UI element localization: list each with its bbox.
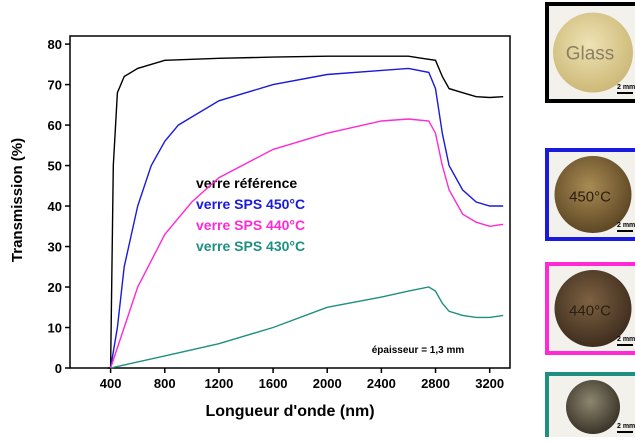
annotation: épaisseur = 1,3 mm — [372, 345, 465, 356]
legend-entry: verre SPS 440°C — [196, 217, 305, 233]
photo-label: 440°C — [569, 303, 611, 320]
photo-scale: 2 mm — [617, 222, 635, 229]
photo-sample — [554, 270, 632, 347]
photo-scale: 2 mm — [617, 423, 635, 430]
y-axis-title: Transmission (%) — [9, 138, 26, 262]
photo-label: 450°C — [569, 189, 611, 206]
y-tick-label: 0 — [55, 361, 62, 376]
x-tick-label: 1200 — [204, 376, 233, 391]
series-line — [110, 286, 504, 369]
photo-scale: 2 mm — [617, 84, 635, 91]
y-tick-label: 10 — [48, 321, 62, 336]
x-tick-label: 2800 — [421, 376, 450, 391]
y-tick-label: 40 — [48, 199, 62, 214]
photo-label: Glass — [566, 44, 615, 65]
x-axis-title: Longueur d'onde (nm) — [205, 403, 374, 420]
series-line — [109, 67, 504, 369]
y-tick-label: 70 — [48, 78, 62, 93]
plot-frame — [69, 35, 511, 369]
y-tick-label: 50 — [48, 159, 62, 174]
photo-scale: 2 mm — [617, 336, 635, 343]
photo-sample — [553, 12, 633, 93]
legend-entry: verre SPS 430°C — [196, 238, 305, 254]
x-tick-label: 2400 — [367, 376, 396, 391]
x-tick-label: 800 — [154, 376, 176, 391]
photo-sample — [554, 156, 632, 233]
y-tick-label: 80 — [48, 37, 62, 52]
legend-entry: verre référence — [196, 175, 297, 191]
y-tick-label: 60 — [48, 118, 62, 133]
photo-sample — [566, 380, 620, 434]
x-tick-label: 1600 — [259, 376, 288, 391]
x-tick-label: 3200 — [475, 376, 504, 391]
series-line — [107, 55, 504, 369]
y-tick-label: 20 — [48, 280, 62, 295]
y-tick-label: 30 — [48, 240, 62, 255]
series-line — [109, 118, 504, 369]
x-tick-label: 2000 — [313, 376, 342, 391]
legend-entry: verre SPS 450°C — [196, 196, 305, 212]
x-tick-label: 400 — [100, 376, 122, 391]
